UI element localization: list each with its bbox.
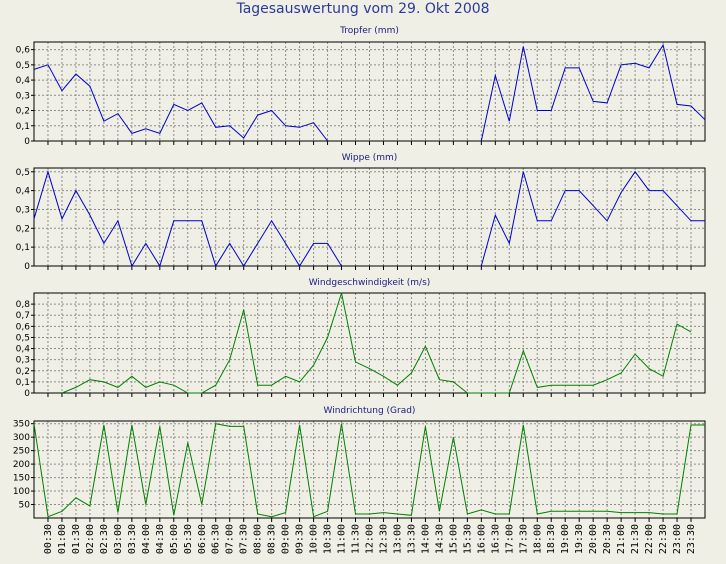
- y-tick-label: 0,6: [16, 322, 31, 332]
- x-tick-label: 18:00: [532, 524, 543, 554]
- x-tick-label: 06:00: [197, 524, 208, 554]
- series-line: [33, 170, 342, 268]
- x-tick-label: 09:00: [281, 524, 292, 554]
- y-tick-label: 0,2: [16, 107, 30, 117]
- y-tick-label: 100: [13, 487, 30, 497]
- series-line: [33, 64, 328, 142]
- x-tick-label: 14:00: [420, 524, 431, 554]
- x-tick-label: 17:00: [504, 524, 515, 554]
- y-tick-label: 0,3: [16, 91, 30, 101]
- x-tick-label: 06:30: [211, 524, 222, 554]
- y-tick-label: 150: [13, 474, 30, 484]
- y-tick-label: 0,4: [16, 187, 31, 197]
- x-tick-label: 08:00: [253, 524, 264, 554]
- y-tick-label: 0,5: [16, 333, 30, 343]
- series-line: [480, 43, 706, 142]
- series-line: [61, 292, 692, 394]
- x-tick-label: 14:30: [434, 524, 445, 554]
- x-tick-label: 11:00: [337, 524, 348, 554]
- series-line: [33, 423, 705, 518]
- y-tick-label: 0,2: [16, 367, 30, 377]
- y-tick-label: 0,4: [16, 76, 31, 86]
- y-tick-label: 0,6: [16, 46, 31, 56]
- y-tick-label: 250: [13, 447, 30, 457]
- x-tick-label: 09:30: [295, 524, 306, 554]
- x-tick-label: 00:30: [43, 524, 54, 554]
- x-tick-label: 05:30: [183, 524, 194, 554]
- x-tick-label: 10:30: [323, 524, 334, 554]
- panel-3: Windgeschwindigkeit (m/s) 00,10,20,30,4 0,…: [16, 278, 706, 399]
- x-tick-label: 04:00: [141, 524, 152, 554]
- x-tick-label: 12:00: [365, 524, 376, 554]
- y-tick-label: 0,1: [16, 243, 30, 253]
- y-tick-label: 300: [13, 433, 30, 443]
- panel-title: Windgeschwindigkeit (m/s): [309, 278, 431, 288]
- x-tick-label: 23:30: [686, 524, 697, 554]
- y-tick-label: 0,3: [16, 205, 30, 215]
- y-tick-label: 350: [13, 420, 30, 430]
- x-tick-label: 05:00: [169, 524, 180, 554]
- x-tick-label: 07:30: [239, 524, 250, 554]
- x-tick-label: 18:30: [546, 524, 557, 554]
- y-tick-label: 0: [24, 262, 30, 272]
- x-tick-label: 12:30: [378, 524, 389, 554]
- x-tick-label: 19:00: [560, 524, 571, 554]
- x-tick-label: 22:00: [644, 524, 655, 554]
- x-tick-label: 20:00: [588, 524, 599, 554]
- x-tick-label: 21:30: [630, 524, 641, 554]
- x-tick-label: 01:00: [57, 524, 68, 554]
- x-tick-label: 17:30: [518, 524, 529, 554]
- panel-title: Wippe (mm): [342, 153, 398, 163]
- y-tick-label: 0,5: [16, 61, 30, 71]
- y-tick-label: 0,8: [16, 300, 31, 310]
- x-tick-label: 23:00: [672, 524, 683, 554]
- x-tick-label: 16:00: [476, 524, 487, 554]
- x-tick-label: 08:30: [267, 524, 278, 554]
- x-tick-label: 19:30: [574, 524, 585, 554]
- x-tick-label: 16:30: [490, 524, 501, 554]
- x-tick-label: 21:00: [616, 524, 627, 554]
- panel-4: Windrichtung (Grad) 50 100 150 200 250 300 350: [13, 406, 706, 522]
- y-tick-label: 200: [13, 460, 30, 470]
- panel-title: Windrichtung (Grad): [324, 406, 416, 416]
- x-tick-label: 03:00: [113, 524, 124, 554]
- y-tick-label: 0: [24, 137, 30, 147]
- y-tick-label: 0,3: [16, 356, 30, 366]
- x-tick-label: 22:30: [658, 524, 669, 554]
- x-tick-label: 15:30: [462, 524, 473, 554]
- y-tick-label: 0,4: [16, 345, 31, 355]
- x-tick-label: 20:30: [602, 524, 613, 554]
- x-tick-label: 13:30: [406, 524, 417, 554]
- y-tick-label: 0,7: [16, 311, 30, 321]
- page-title: Tagesauswertung vom 29. Okt 2008: [236, 1, 490, 17]
- y-tick-label: 0,1: [16, 122, 30, 132]
- x-tick-label: 15:00: [448, 524, 459, 554]
- y-tick-label: 0,2: [16, 224, 30, 234]
- x-tick-label: 03:30: [127, 524, 138, 554]
- x-tick-label: 11:30: [351, 524, 362, 554]
- x-tick-label: 10:00: [309, 524, 320, 554]
- x-tick-label: 04:30: [155, 524, 166, 554]
- series-line: [480, 170, 705, 267]
- x-tick-label: 01:30: [71, 524, 82, 554]
- x-tick-label: 02:00: [85, 524, 96, 554]
- x-tick-label: 02:30: [99, 524, 110, 554]
- panel-title: Tropfer (mm): [339, 26, 399, 36]
- y-tick-label: 50: [19, 501, 31, 511]
- y-tick-label: 0: [24, 389, 30, 399]
- y-tick-label: 0,1: [16, 378, 30, 388]
- x-tick-label: 13:00: [392, 524, 403, 554]
- y-tick-label: 0,5: [16, 168, 30, 178]
- panel-1: Tropfer (mm) 0 0,1 0,2 0,3 0,4 0,5 0,6: [16, 26, 706, 147]
- panel-2: Wippe (mm) 0 0,1 0,2 0,3 0,4 0,5: [16, 153, 706, 272]
- x-tick-label: 07:00: [225, 524, 236, 554]
